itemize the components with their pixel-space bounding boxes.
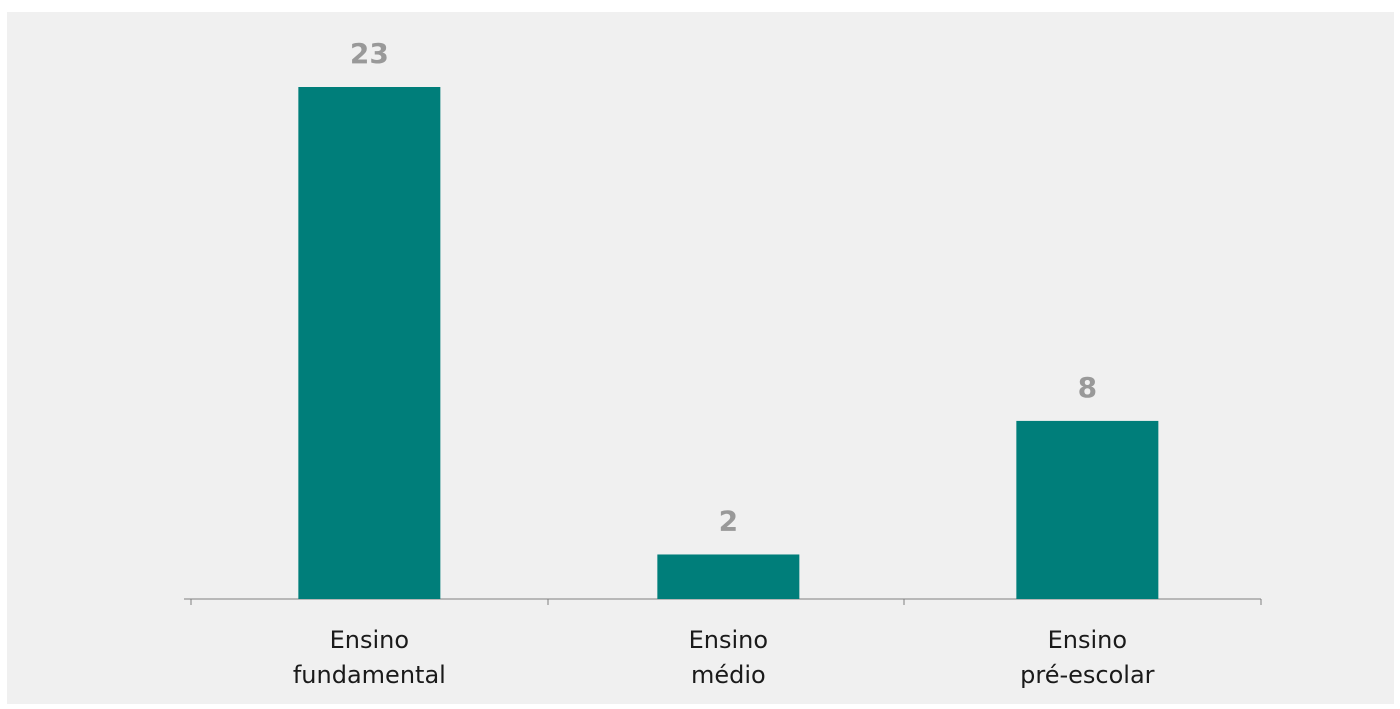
category-label-line: pré-escolar <box>1020 661 1155 689</box>
bar-chart: 23 Ensino fundamental 2 Ensino médio 8 Ensino pr… <box>184 37 1262 689</box>
category-label-line: Ensino <box>330 626 409 654</box>
category-label-line: fundamental <box>293 661 446 689</box>
bar <box>1016 420 1159 599</box>
bar <box>298 87 441 599</box>
bar <box>657 554 800 599</box>
data-label: 23 <box>350 37 389 70</box>
data-label: 8 <box>1078 371 1097 404</box>
category-label: Ensino fundamental <box>293 626 446 689</box>
category-label: Ensino médio <box>689 626 768 689</box>
category-label-line: Ensino <box>689 626 768 654</box>
category-label-line: Ensino <box>1048 626 1127 654</box>
category-label: Ensino pré-escolar <box>1020 626 1155 689</box>
chart-panel: 23 Ensino fundamental 2 Ensino médio 8 Ensino pr… <box>7 12 1394 704</box>
category-label-line: médio <box>691 661 766 689</box>
data-label: 2 <box>719 504 738 537</box>
